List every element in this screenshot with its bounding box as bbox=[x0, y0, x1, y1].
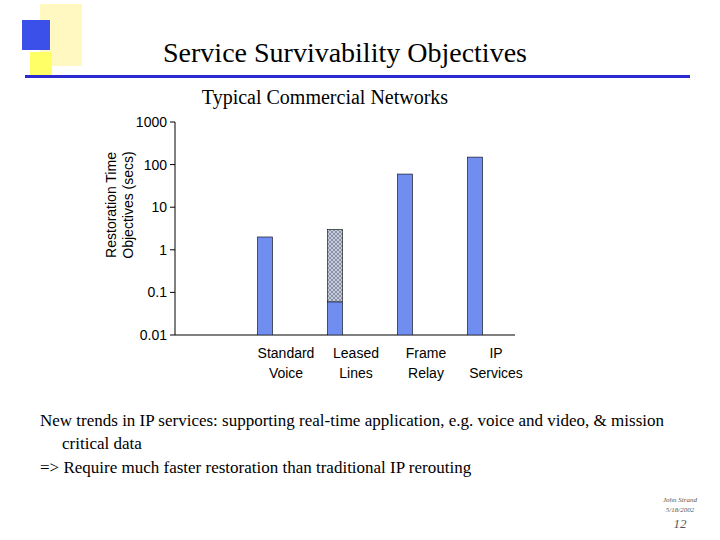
bars bbox=[258, 157, 483, 335]
y-tick bbox=[170, 164, 175, 165]
note: => Require much faster restoration than … bbox=[40, 456, 700, 479]
x-tick-label: FrameRelay bbox=[406, 345, 447, 381]
y-tick-label: 0.01 bbox=[140, 327, 167, 343]
bar bbox=[328, 229, 343, 301]
y-axis bbox=[175, 122, 176, 335]
x-tick-label: LeasedLines bbox=[333, 345, 379, 381]
y-tick bbox=[170, 335, 175, 336]
slide-title: Service Survivability Objectives bbox=[163, 37, 527, 68]
y-tick bbox=[170, 249, 175, 250]
y-tick-label: 10 bbox=[151, 199, 167, 215]
footer-author: John Strand bbox=[663, 496, 698, 504]
y-tick bbox=[170, 207, 175, 208]
title-rule bbox=[25, 75, 690, 78]
x-tick-label: IPServices bbox=[469, 345, 523, 381]
y-axis-label: Restoration TimeObjectives (secs) bbox=[103, 151, 136, 258]
x-tick-label: StandardVoice bbox=[258, 345, 315, 381]
y-tick bbox=[170, 292, 175, 293]
deco-yellow-square bbox=[30, 52, 52, 76]
y-tick-label: 1000 bbox=[136, 114, 167, 130]
x-axis bbox=[175, 335, 515, 336]
y-tick-label: 100 bbox=[144, 157, 168, 173]
note: New trends in IP services: supporting re… bbox=[40, 409, 702, 455]
page-number: 12 bbox=[674, 516, 688, 531]
bar bbox=[258, 237, 273, 335]
bar bbox=[328, 302, 343, 335]
deco-blue-square bbox=[22, 20, 50, 50]
bar bbox=[468, 157, 483, 335]
bar bbox=[398, 174, 413, 335]
y-tick-label: 0.1 bbox=[148, 284, 168, 300]
chart-title: Typical Commercial Networks bbox=[202, 86, 449, 109]
footer-date: 5/18/2002 bbox=[666, 506, 695, 514]
y-tick bbox=[170, 122, 175, 123]
slide: Service Survivability Objectives Typical … bbox=[0, 0, 720, 540]
y-tick-label: 1 bbox=[159, 242, 167, 258]
